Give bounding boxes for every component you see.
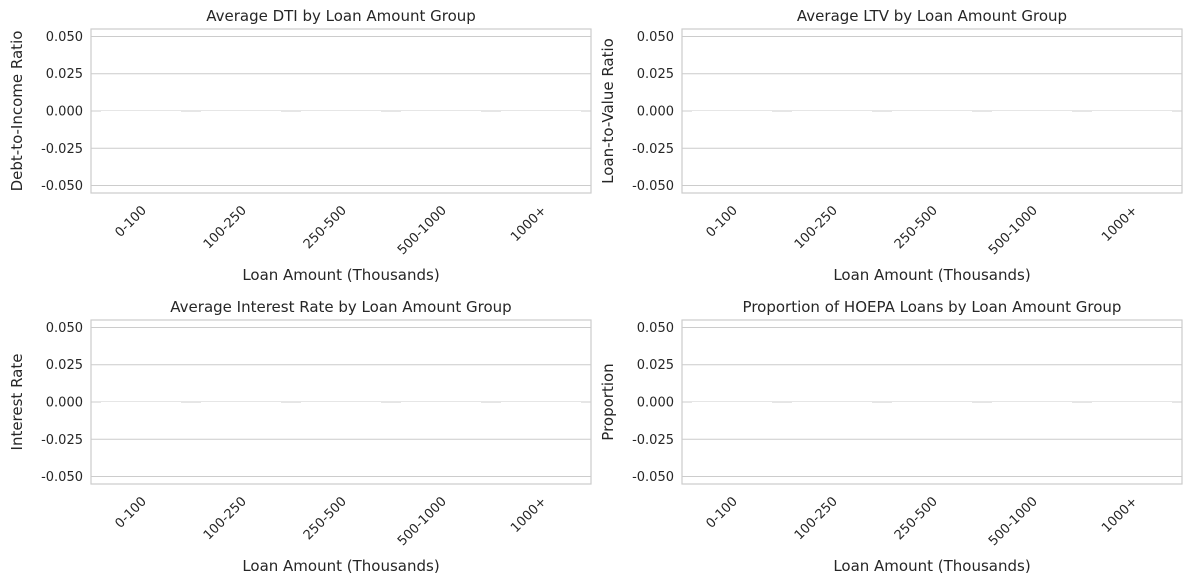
x-tick-label: 250-500: [892, 203, 941, 252]
x-tick-label: 500-1000: [986, 203, 1041, 258]
bar-100-250: [201, 402, 281, 403]
bar-500-1000: [992, 111, 1072, 112]
bar-100-250: [792, 111, 872, 112]
y-axis-label: Loan-to-Value Ratio: [599, 38, 617, 184]
bar-250-500: [892, 111, 972, 112]
chart-title: Proportion of HOEPA Loans by Loan Amount…: [743, 298, 1122, 316]
bar-100-250: [201, 111, 281, 112]
bar-250-500: [301, 111, 381, 112]
x-tick-label: 100-250: [792, 494, 841, 543]
chart-panel-2: Average LTV by Loan Amount Group 0.050 0.0…: [599, 7, 1183, 284]
y-tick-label: -0.025: [41, 142, 83, 157]
chart-panel-3: Average Interest Rate by Loan Amount Gro…: [8, 298, 592, 575]
x-tick-label: 250-500: [892, 494, 941, 543]
x-tick-label: 1000+: [1099, 494, 1141, 536]
x-tick-label: 1000+: [508, 494, 550, 536]
y-tick-label: -0.050: [632, 179, 674, 194]
x-tick-label: 100-250: [201, 203, 250, 252]
bar-500-1000: [401, 111, 481, 112]
x-axis-label: Loan Amount (Thousands): [242, 266, 439, 284]
y-tick-label: -0.050: [632, 470, 674, 485]
x-tick-label: 500-1000: [395, 203, 450, 258]
x-axis-label: Loan Amount (Thousands): [242, 557, 439, 575]
y-tick-label: -0.025: [632, 433, 674, 448]
bar-0-100: [101, 402, 181, 403]
bar-100-250: [792, 402, 872, 403]
x-axis-label: Loan Amount (Thousands): [833, 266, 1030, 284]
bar-250-500: [892, 402, 972, 403]
y-tick-label: 0.050: [637, 30, 674, 45]
y-tick-label: 0.025: [637, 67, 674, 82]
x-tick-label: 0-100: [704, 494, 741, 531]
chart-title: Average LTV by Loan Amount Group: [797, 7, 1067, 25]
bar-250-500: [301, 402, 381, 403]
y-axis-label: Debt-to-Income Ratio: [8, 31, 26, 192]
plot-frame: [90, 28, 592, 194]
bar-0-100: [101, 111, 181, 112]
x-tick-label: 100-250: [792, 203, 841, 252]
y-tick-label: 0.025: [46, 67, 83, 82]
y-tick-label: -0.050: [41, 470, 83, 485]
bar-1000+: [501, 402, 581, 403]
y-tick-label: -0.050: [41, 179, 83, 194]
bar-1000+: [1092, 402, 1172, 403]
y-tick-label: -0.025: [41, 433, 83, 448]
bar-0-100: [692, 402, 772, 403]
chart-panel-1: Average DTI by Loan Amount Group 0.050 0.0…: [8, 7, 592, 284]
bar-500-1000: [401, 402, 481, 403]
x-tick-label: 250-500: [301, 203, 350, 252]
x-tick-label: 500-1000: [986, 494, 1041, 549]
y-tick-label: 0.000: [46, 396, 83, 411]
bar-500-1000: [992, 402, 1072, 403]
y-tick-label: 0.000: [637, 396, 674, 411]
x-tick-label: 500-1000: [395, 494, 450, 549]
plot-frame: [681, 319, 1183, 485]
plot-frame: [681, 28, 1183, 194]
bar-1000+: [1092, 111, 1172, 112]
y-tick-label: 0.050: [46, 30, 83, 45]
y-tick-label: 0.050: [46, 321, 83, 336]
x-tick-label: 250-500: [301, 494, 350, 543]
y-tick-label: 0.025: [46, 358, 83, 373]
y-tick-label: 0.000: [637, 105, 674, 120]
y-tick-label: 0.050: [637, 321, 674, 336]
chart-title: Average DTI by Loan Amount Group: [206, 7, 476, 25]
x-tick-label: 1000+: [508, 203, 550, 245]
x-tick-label: 0-100: [113, 494, 150, 531]
bar-0-100: [692, 111, 772, 112]
plot-frame: [90, 319, 592, 485]
y-axis-label: Interest Rate: [8, 354, 26, 451]
x-tick-label: 0-100: [704, 203, 741, 240]
y-tick-label: 0.025: [637, 358, 674, 373]
chart-title: Average Interest Rate by Loan Amount Gro…: [170, 298, 511, 316]
y-tick-label: 0.000: [46, 105, 83, 120]
chart-panel-4: Proportion of HOEPA Loans by Loan Amount…: [599, 298, 1183, 575]
bar-1000+: [501, 111, 581, 112]
x-tick-label: 0-100: [113, 203, 150, 240]
y-tick-label: -0.025: [632, 142, 674, 157]
x-tick-label: 1000+: [1099, 203, 1141, 245]
x-axis-label: Loan Amount (Thousands): [833, 557, 1030, 575]
x-tick-label: 100-250: [201, 494, 250, 543]
y-axis-label: Proportion: [599, 363, 617, 440]
